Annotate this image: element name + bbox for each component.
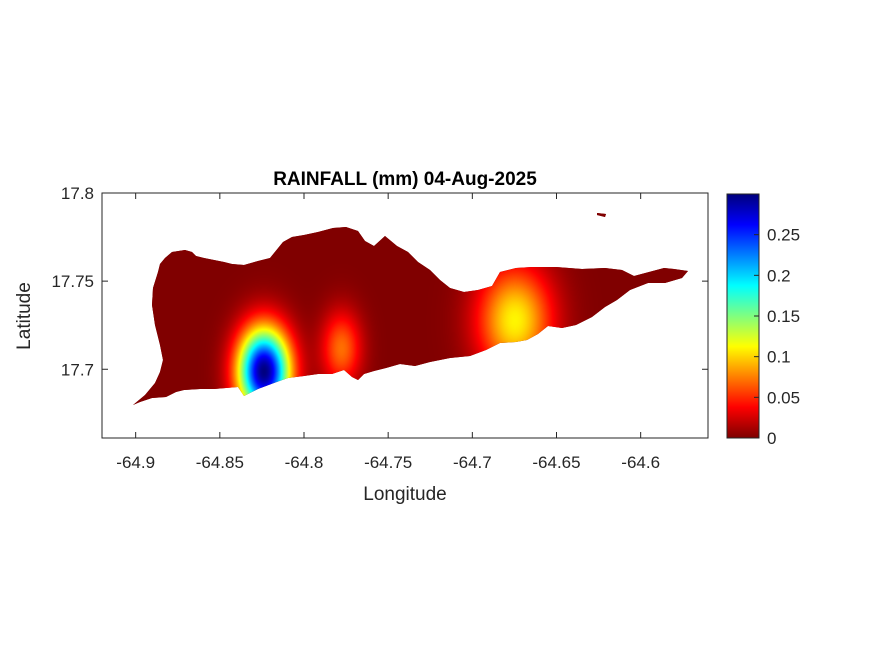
x-tick-label: -64.75 [364,453,412,472]
x-tick-label: -64.85 [196,453,244,472]
x-axis-ticks: -64.9 -64.85 -64.8 -64.75 -64.7 -64.65 -64.6 [116,193,660,472]
colorbar-tick-label: 0 [767,429,776,448]
axes-frame [101,192,709,439]
y-tick-label: 17.8 [61,184,94,203]
y-tick-label: 17.7 [61,360,94,379]
x-tick-label: -64.7 [453,453,492,472]
colorbar-tick-label: 0.1 [767,348,791,367]
colorbar-ticks: 0 0.05 0.1 0.15 0.2 0.25 [754,226,800,448]
x-tick-label: -64.8 [285,453,324,472]
y-tick-label: 17.75 [51,272,94,291]
map-layer [133,213,688,405]
y-axis-ticks: 17.7 17.75 17.8 [51,184,708,379]
colorbar-tick-label: 0.2 [767,266,791,285]
rainfall-heatmap [133,213,688,405]
x-tick-label: -64.6 [621,453,660,472]
colorbar-tick-label: 0.25 [767,226,800,245]
colorbar-gradient [727,194,759,438]
x-axis-label: Longitude [363,484,446,505]
x-tick-label: -64.9 [116,453,155,472]
chart-title: RAINFALL (mm) 04-Aug-2025 [273,169,537,190]
colorbar-tick-label: 0.05 [767,388,800,407]
y-axis-label: Latitude [14,282,35,350]
colorbar-tick-label: 0.15 [767,307,800,326]
x-tick-label: -64.65 [532,453,580,472]
